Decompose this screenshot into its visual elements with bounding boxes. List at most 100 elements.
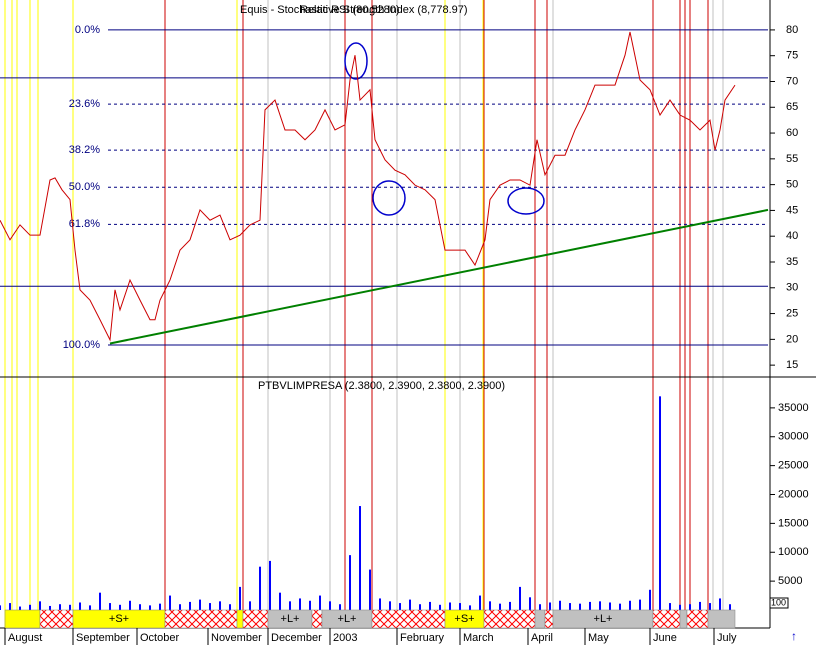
y-tick-label: 15: [786, 359, 798, 371]
chart-title: Equis - Stochastic RSI (80.5280): [240, 4, 400, 16]
volume-bar: [409, 599, 411, 610]
volume-bar: [19, 606, 21, 610]
volume-bar: [159, 603, 161, 610]
scale-box: [769, 597, 789, 609]
y-tick-label: 50: [786, 179, 798, 191]
volume-bar: [459, 603, 461, 610]
volume-bar: [29, 604, 31, 610]
y-tick-label: 45: [786, 204, 798, 216]
fib-label: 61.8%: [69, 218, 100, 230]
volume-bar: [679, 604, 681, 610]
x-tick-label: April: [531, 632, 553, 644]
volume-bar: [569, 603, 571, 610]
signal-band: [39, 609, 74, 629]
volume-bar: [439, 604, 441, 610]
volume-bar: [79, 602, 81, 610]
x-tick-label: November: [211, 632, 262, 644]
volume-bar: [669, 603, 671, 610]
x-tick-label: February: [400, 632, 445, 644]
volume-bar: [309, 600, 311, 610]
signal-band: [686, 609, 709, 629]
fib-label: 23.6%: [69, 98, 100, 110]
volume-bar: [39, 601, 41, 610]
volume-bar: [479, 595, 481, 610]
volume-bar: [149, 605, 151, 610]
volume-bar: [659, 396, 661, 610]
signal-band: [164, 609, 238, 629]
volume-bar: [189, 601, 191, 610]
signal-band: [371, 609, 446, 629]
signal-label: +S+: [454, 613, 474, 625]
volume-bar: [519, 586, 521, 610]
volume-title: PTBVLIMPRESA (2.3800, 2.3900, 2.3800, 2.…: [258, 380, 505, 392]
volume-bar: [399, 603, 401, 610]
x-tick-label: September: [76, 632, 130, 644]
volume-bar: [639, 599, 641, 610]
volume-bar: [699, 601, 701, 610]
volume-bar: [339, 604, 341, 610]
volume-bar: [429, 601, 431, 610]
volume-bar: [549, 602, 551, 610]
x-tick-label: March: [463, 632, 494, 644]
signal-band: [4, 609, 41, 629]
volume-bar: [59, 604, 61, 610]
volume-bar: [599, 601, 601, 610]
signal-band: [311, 609, 323, 629]
x-tick-label: June: [653, 632, 677, 644]
volume-bar: [629, 600, 631, 610]
volume-bar: [689, 604, 691, 610]
y-tick-label: 25: [786, 307, 798, 319]
volume-bar: [239, 586, 241, 610]
volume-bar: [169, 595, 171, 610]
y-tick-label: 35: [786, 256, 798, 268]
volume-bar: [359, 506, 361, 610]
volume-bar: [99, 592, 101, 610]
volume-bar: [589, 601, 591, 610]
volume-bar: [369, 569, 371, 610]
y-tick-label: 65: [786, 101, 798, 113]
volume-bar: [709, 603, 711, 610]
volume-bar: [89, 605, 91, 610]
signal-band: [679, 609, 688, 629]
signal-band: [534, 609, 546, 629]
highlight-ellipse: [344, 42, 368, 80]
volume-bar: [259, 566, 261, 610]
x-tick-label: October: [140, 632, 179, 644]
trendline: [109, 208, 769, 345]
scroll-arrow[interactable]: ↑: [791, 629, 797, 643]
x-tick-label: July: [717, 632, 737, 644]
volume-bar: [319, 595, 321, 610]
signal-band: [242, 609, 269, 629]
volume-bar: [279, 592, 281, 610]
volume-bar: [69, 604, 71, 610]
volume-bar: [349, 555, 351, 610]
volume-bar: [529, 597, 531, 610]
volume-bar: [509, 601, 511, 610]
volume-bar: [299, 598, 301, 610]
volume-bar: [379, 598, 381, 610]
volume-bar: [119, 604, 121, 610]
signal-band: [707, 609, 736, 629]
volume-bar: [729, 604, 731, 610]
signal-label: +L+: [338, 613, 357, 625]
y-tick-label: 40: [786, 230, 798, 242]
volume-bar: [49, 605, 51, 610]
volume-bar: [129, 600, 131, 610]
volume-bar: [9, 603, 11, 610]
y-tick-label: 55: [786, 153, 798, 165]
scale-label: 100: [771, 597, 786, 607]
y-tick-label: 60: [786, 127, 798, 139]
y-tick-label: 20: [786, 333, 798, 345]
volume-bar: [109, 603, 111, 610]
signal-label: +L+: [594, 613, 613, 625]
signal-band: [652, 609, 681, 629]
fib-label: 100.0%: [63, 339, 101, 351]
x-tick-label: August: [8, 632, 42, 644]
volume-bar: [389, 601, 391, 610]
signal-band: [236, 609, 244, 629]
volume-bar: [579, 603, 581, 610]
volume-bar: [719, 598, 721, 610]
y-tick-label: 10000: [778, 546, 809, 558]
